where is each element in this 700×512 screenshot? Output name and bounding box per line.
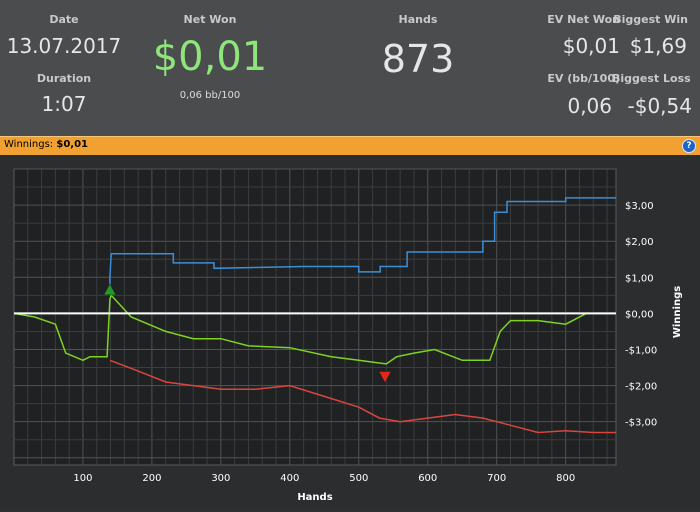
winnings-chart: 100 200 300 400 500 600 700 800 $3,00 $2,00 $1,00… [0,155,700,508]
x-tick-label: 300 [211,473,230,484]
help-icon[interactable]: ? [682,139,696,153]
y-tick-label: $0,00 [625,309,654,320]
y-tick-label: $2,00 [625,237,654,248]
y-tick-label: -$2,00 [625,382,657,393]
x-tick-label: 600 [418,473,437,484]
ev-bb100-label: EV (bb/100) [547,72,620,85]
markers-layer [103,283,392,384]
series-line-3 [109,359,616,434]
x-tick-label: 500 [349,473,368,484]
series-line-1 [109,197,616,289]
plot-area [13,168,617,466]
series-layer [13,197,616,434]
biggest-win-label: Biggest Win [613,13,688,26]
y-tick-label: -$3,00 [625,418,657,429]
x-tick-label: 100 [73,473,92,484]
duration-label: Duration [36,72,92,85]
winnings-header-value: $0,01 [56,139,88,150]
x-tick-label: 400 [280,473,299,484]
net-won-label: Net Won [183,13,237,26]
x-tick-label: 700 [487,473,506,484]
date-value: 13.07.2017 [6,34,122,58]
y-axis-ticks: $3,00 $2,00 $1,00 $0,00 -$1,00 -$2,00 -$3,00 [625,201,657,429]
net-won-value: $0,01 [152,34,268,80]
ev-net-won-label: EV Net Won [547,13,620,26]
date-label: Date [49,13,79,26]
min-marker [378,371,392,384]
winnings-header: Winnings: $0,01 [4,139,88,150]
ev-bb100-value: 0,06 [567,94,612,118]
winnings-chart-svg: 100 200 300 400 500 600 700 800 $3,00 $2,00 $1,00… [13,168,683,503]
duration-value: 1:07 [41,92,87,116]
y-tick-label: $3,00 [625,201,654,212]
biggest-loss-label: Biggest Loss [612,72,691,85]
ev-net-won-value: $0,01 [562,34,620,58]
max-marker [103,283,117,296]
grid-lines [14,168,616,465]
x-axis-ticks: 100 200 300 400 500 600 700 800 [73,473,575,484]
hands-label: Hands [398,13,438,26]
hands-value: 873 [381,37,455,81]
winnings-header-bar: Winnings: $0,01 ? [0,136,700,156]
y-tick-label: -$1,00 [625,345,657,356]
stats-panel: Date 13.07.2017 Duration 1:07 Net Won $0… [0,0,700,136]
x-tick-label: 200 [142,473,161,484]
y-axis-label: Winnings [672,286,683,338]
biggest-win-value: $1,69 [629,34,687,58]
y-tick-label: $1,00 [625,273,654,284]
x-tick-label: 800 [556,473,575,484]
x-axis-label: Hands [297,492,332,503]
series-line-2 [13,293,616,365]
net-won-bb100: 0,06 bb/100 [179,90,241,101]
winnings-header-label: Winnings: [4,139,54,150]
biggest-loss-value: -$0,54 [627,94,692,118]
